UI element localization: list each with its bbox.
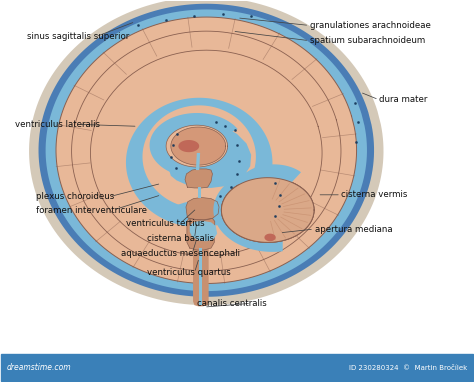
Polygon shape	[29, 0, 383, 305]
Text: dura mater: dura mater	[379, 95, 427, 104]
Polygon shape	[166, 125, 228, 167]
Polygon shape	[193, 246, 209, 306]
Text: cisterna vermis: cisterna vermis	[341, 190, 407, 199]
Text: canalis centralis: canalis centralis	[197, 299, 266, 308]
Bar	[0, 354, 474, 381]
Polygon shape	[187, 219, 215, 250]
Polygon shape	[196, 153, 200, 170]
Polygon shape	[190, 221, 217, 241]
Polygon shape	[199, 248, 202, 305]
Text: plexus choroideus: plexus choroideus	[36, 192, 114, 201]
Polygon shape	[180, 147, 268, 223]
Polygon shape	[143, 105, 256, 208]
Polygon shape	[198, 187, 201, 198]
Text: apertura mediana: apertura mediana	[315, 225, 392, 233]
Text: cisterna basalis: cisterna basalis	[147, 234, 214, 243]
Polygon shape	[72, 31, 341, 271]
Polygon shape	[56, 17, 356, 283]
Text: ventriculus tertius: ventriculus tertius	[126, 219, 205, 228]
Text: ventriculus lateralis: ventriculus lateralis	[15, 120, 100, 129]
Text: ventriculus quartus: ventriculus quartus	[147, 268, 231, 277]
Text: spatium subarachnoideum: spatium subarachnoideum	[310, 36, 426, 45]
Polygon shape	[171, 127, 226, 165]
Text: dreamstime.com: dreamstime.com	[6, 363, 71, 372]
Polygon shape	[126, 98, 273, 227]
Polygon shape	[168, 201, 232, 226]
Polygon shape	[91, 50, 322, 256]
Text: granulationes arachnoideae: granulationes arachnoideae	[310, 21, 431, 30]
Polygon shape	[38, 4, 374, 297]
Text: sinus sagittalis superior: sinus sagittalis superior	[27, 32, 129, 41]
Polygon shape	[150, 113, 238, 178]
Text: aquaeductus mesencephali: aquaeductus mesencephali	[121, 249, 240, 258]
Polygon shape	[168, 123, 251, 188]
Polygon shape	[238, 164, 301, 208]
Polygon shape	[264, 234, 276, 241]
Polygon shape	[221, 178, 314, 242]
Polygon shape	[213, 168, 283, 252]
Text: ID 230280324  ©  Martin Bročílek: ID 230280324 © Martin Bročílek	[349, 364, 468, 371]
Polygon shape	[221, 178, 314, 242]
Polygon shape	[185, 169, 212, 188]
Polygon shape	[178, 140, 199, 152]
Polygon shape	[221, 178, 314, 242]
Text: foramen interventriculare: foramen interventriculare	[36, 206, 147, 215]
Polygon shape	[186, 197, 219, 220]
Polygon shape	[46, 10, 367, 291]
